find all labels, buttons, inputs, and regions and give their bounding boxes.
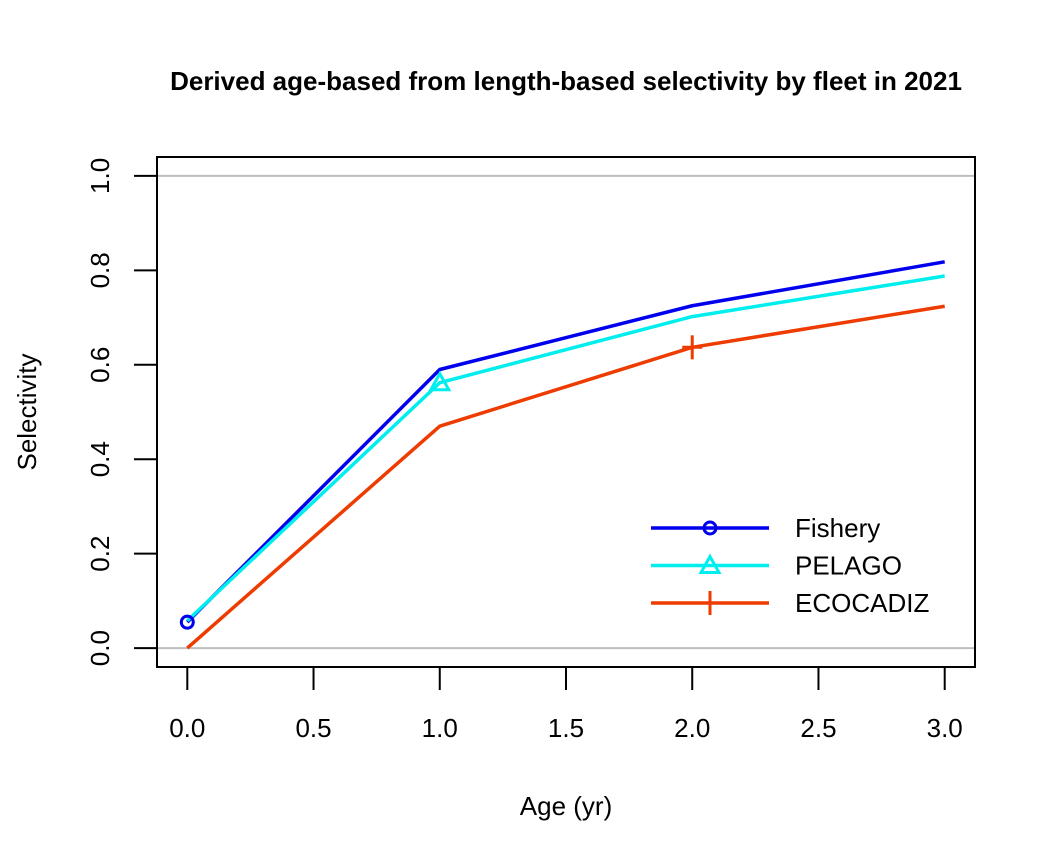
series-markers [179,335,703,630]
y-tick-label: 0.0 [85,630,115,666]
legend-label: ECOCADIZ [795,588,929,618]
y-axis-label: Selectivity [12,353,42,470]
y-tick-label: 1.0 [85,158,115,194]
series-marker-fishery [179,614,195,630]
legend-item-ecocadiz: ECOCADIZ [651,588,929,618]
series-line-pelago [186,274,945,622]
legend-marker [700,591,720,615]
x-tick-label: 3.0 [927,713,963,743]
y-tick-label: 0.6 [85,347,115,383]
series-marker-ecocadiz [682,335,703,360]
legend-marker [698,553,722,574]
legend-item-fishery: Fishery [651,513,880,543]
x-axis: 0.0 0.5 1.0 1.5 2.0 2.5 3.0 [169,666,963,743]
legend-label: Fishery [795,513,880,543]
y-tick-label: 0.2 [85,536,115,572]
x-tick-label: 2.5 [800,713,836,743]
y-tick-label: 0.4 [85,441,115,477]
x-tick-label: 1.0 [422,713,458,743]
legend: Fishery PELAGO ECOCADIZ [651,513,929,618]
y-tick-label: 0.8 [85,252,115,288]
x-tick-label: 2.0 [674,713,710,743]
series-line-ecocadiz [186,304,945,650]
series-lines [186,260,946,650]
x-tick-label: 0.0 [169,713,205,743]
x-tick-label: 0.5 [295,713,331,743]
x-tick-label: 1.5 [548,713,584,743]
reference-lines [157,174,975,650]
legend-marker [702,520,718,536]
series-marker-pelago [428,370,452,392]
y-axis: 0.0 0.2 0.4 0.6 0.8 1.0 [85,158,158,666]
chart-title: Derived age-based from length-based sele… [170,66,962,96]
legend-label: PELAGO [795,551,902,581]
x-axis-label: Age (yr) [520,791,612,821]
series-line-fishery [186,260,946,624]
legend-item-pelago: PELAGO [651,551,902,581]
